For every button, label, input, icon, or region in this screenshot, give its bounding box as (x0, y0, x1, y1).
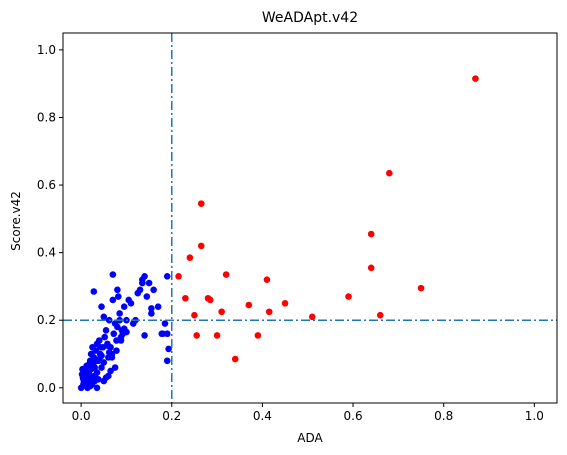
y-axis-label: Score.v42 (9, 191, 23, 251)
data-point (206, 296, 214, 304)
data-point (197, 200, 205, 207)
data-point (120, 303, 128, 310)
data-point (95, 337, 103, 344)
data-point (254, 332, 262, 339)
data-point (186, 254, 194, 262)
x-tick-label: 0.2 (162, 409, 181, 423)
data-markers (77, 75, 479, 392)
data-point (175, 272, 182, 280)
data-point (165, 345, 172, 353)
chart-title: WeADApt.v42 (262, 10, 358, 26)
data-point (102, 327, 110, 334)
x-tick-label: 0.6 (344, 409, 363, 423)
data-point (107, 367, 114, 375)
data-point (127, 300, 135, 307)
data-point (114, 286, 121, 294)
data-point (90, 359, 98, 366)
data-point (386, 169, 393, 177)
data-point (114, 293, 122, 300)
y-tick-label: 1.0 (37, 43, 56, 57)
data-point (113, 337, 120, 344)
data-point (281, 300, 289, 307)
data-point (123, 328, 130, 336)
data-point (163, 272, 171, 280)
data-point (345, 293, 352, 300)
y-axis-ticks: 0.0 0.2 0.4 0.6 0.8 1.0 (37, 43, 63, 395)
data-point (111, 364, 119, 371)
y-tick-label: 0.6 (37, 178, 56, 192)
data-point (197, 242, 205, 250)
x-tick-label: 0.4 (253, 409, 272, 423)
data-point (148, 305, 155, 312)
y-tick-label: 0.4 (37, 246, 56, 260)
data-point (158, 330, 166, 338)
data-point (143, 293, 151, 300)
x-tick-label: 1.0 (525, 409, 544, 423)
data-point (163, 357, 171, 365)
data-point (308, 313, 316, 321)
data-point (98, 303, 105, 310)
data-point (417, 284, 425, 292)
x-tick-label: 0.0 (72, 409, 91, 423)
data-point (101, 333, 108, 341)
data-point (83, 362, 90, 370)
data-point (263, 276, 271, 283)
data-point (139, 276, 146, 283)
data-point (136, 286, 144, 294)
data-point (98, 352, 105, 359)
data-point (116, 310, 123, 317)
data-point (222, 271, 230, 278)
data-point (145, 279, 153, 287)
data-point (86, 382, 94, 390)
data-point (376, 311, 384, 319)
data-point (367, 230, 375, 238)
data-point (90, 288, 98, 295)
data-point (114, 323, 121, 331)
data-point (245, 301, 253, 309)
data-point (104, 342, 111, 349)
data-point (96, 343, 104, 351)
data-point (148, 310, 155, 317)
data-point (109, 296, 117, 304)
data-point (163, 330, 171, 338)
data-point (182, 294, 189, 302)
data-point (218, 308, 225, 316)
y-tick-label: 0.8 (37, 110, 56, 124)
data-point (91, 372, 99, 380)
data-point (117, 337, 125, 344)
y-tick-label: 0.0 (37, 381, 56, 395)
data-point (191, 311, 198, 319)
x-tick-label: 0.8 (434, 409, 453, 423)
data-point (105, 349, 113, 356)
data-point (98, 364, 105, 371)
data-point (100, 359, 108, 366)
data-point (109, 271, 117, 278)
y-tick-label: 0.2 (37, 313, 56, 327)
data-point (231, 355, 239, 363)
data-point (150, 286, 157, 294)
data-point (193, 332, 200, 339)
x-axis-ticks: 0.0 0.2 0.4 0.6 0.8 1.0 (72, 403, 544, 423)
data-point (141, 332, 148, 339)
plot-frame (62, 32, 558, 404)
data-point (110, 330, 118, 338)
data-point (108, 354, 116, 361)
data-point (80, 376, 87, 383)
data-point (92, 347, 99, 354)
data-point (161, 320, 169, 327)
data-point (367, 264, 375, 272)
data-point (113, 347, 120, 354)
data-point (213, 332, 221, 339)
data-point (93, 384, 101, 392)
data-point (265, 308, 273, 316)
data-point (100, 313, 108, 321)
data-point (90, 354, 98, 361)
data-point (472, 75, 479, 82)
data-point (102, 374, 110, 381)
threshold-lines (63, 33, 557, 403)
x-axis-label: ADA (297, 431, 323, 445)
data-point (154, 303, 162, 310)
data-point (85, 370, 93, 378)
